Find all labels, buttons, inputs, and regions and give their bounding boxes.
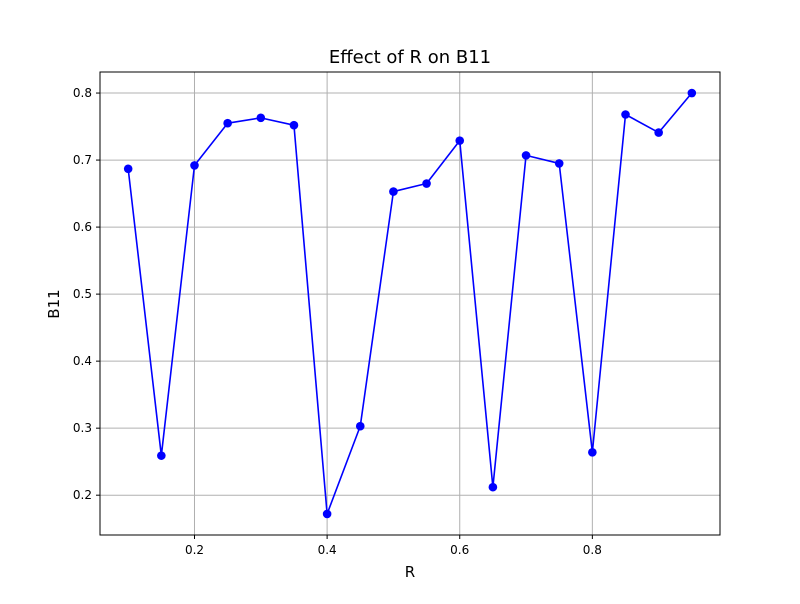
y-tick-label: 0.5	[73, 287, 92, 301]
x-tick-label: 0.6	[450, 543, 469, 557]
x-tick-label: 0.2	[185, 543, 204, 557]
data-point	[123, 164, 133, 174]
axis-ticks: 0.2 0.4 0.6 0.8 0.2 0.3 0.4 0.5 0.6 0.7 0.8	[73, 86, 602, 557]
x-axis-label: R	[405, 563, 415, 581]
data-point	[621, 110, 630, 119]
plot-frame	[99, 71, 721, 536]
data-point	[223, 118, 232, 128]
data-point	[389, 187, 398, 196]
data-point	[588, 447, 597, 457]
data-point	[554, 159, 564, 168]
data-point	[289, 120, 299, 130]
y-tick-label: 0.4	[73, 354, 92, 368]
data-point	[190, 161, 199, 170]
data-point	[157, 451, 166, 460]
data-point	[256, 113, 266, 123]
data-point	[355, 421, 365, 431]
data-point	[322, 509, 332, 519]
y-tick-label: 0.2	[73, 488, 92, 502]
y-tick-label: 0.7	[73, 153, 92, 167]
y-tick-label: 0.6	[73, 220, 92, 234]
series-line	[127, 92, 693, 515]
y-tick-label: 0.3	[73, 421, 92, 435]
data-point	[521, 151, 531, 160]
y-axis-label: B11	[45, 289, 63, 318]
data-point	[687, 88, 697, 98]
x-tick-label: 0.8	[583, 543, 602, 557]
y-tick-label: 0.8	[73, 86, 92, 100]
grid	[100, 72, 720, 535]
x-tick-label: 0.4	[318, 543, 337, 557]
data-point	[455, 136, 465, 145]
data-point	[488, 482, 498, 492]
series-layer	[123, 88, 697, 519]
chart-title: Effect of R on B11	[329, 47, 491, 68]
data-point	[422, 179, 431, 188]
data-point	[654, 128, 663, 137]
